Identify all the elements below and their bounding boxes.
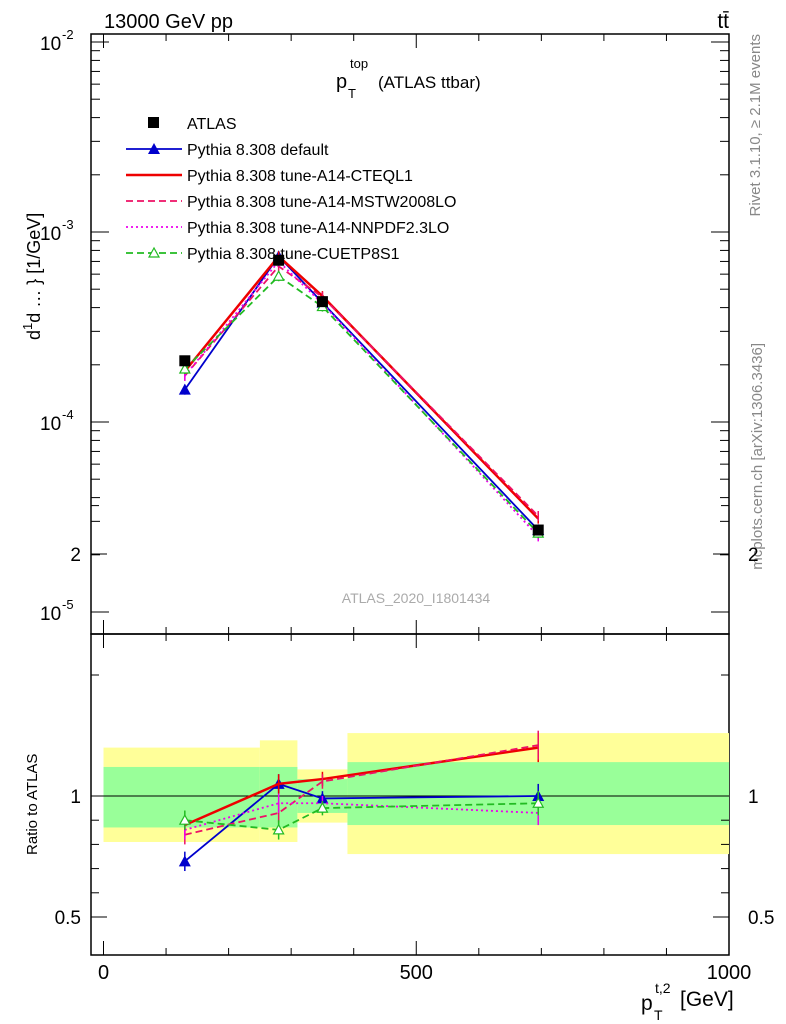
xlabel-unit: [GeV] (680, 988, 734, 1011)
ratio-series-line (184, 802, 539, 831)
series-line (184, 275, 539, 534)
y-tick-exponent: -5 (62, 597, 74, 612)
ratio-tick-label: 0.5 (55, 908, 81, 929)
ratio-tick-label-right: 2 (748, 545, 759, 566)
y-tick-label: 10 (40, 414, 61, 435)
ratio-point (272, 823, 285, 835)
y-axis-label: d1d … } [1/GeV] (20, 213, 44, 340)
title-rest: (ATLAS ttbar) (378, 73, 481, 92)
rivet-label: Rivet 3.1.10, ≥ 2.1M events (747, 34, 764, 217)
x-axis-label: p t,2 T [GeV] (641, 980, 734, 1023)
y-tick-label: 10 (40, 604, 61, 625)
main-plot: 10-510-410-310-2 (40, 27, 730, 955)
xlabel-sup: t,2 (655, 980, 671, 996)
atlas-data-point (316, 296, 328, 308)
title-sup: top (350, 56, 368, 71)
legend-label: Pythia 8.308 tune-A14-NNPDF2.3LO (187, 220, 449, 237)
data-point (178, 383, 191, 395)
ratio-series-line (184, 782, 539, 863)
legend-label: Pythia 8.308 tune-CUETP8S1 (187, 246, 400, 263)
process-label: tt̄ (717, 10, 729, 33)
legend: ATLAS Pythia 8.308 default Pythia 8.308 tu… (126, 116, 456, 263)
ratio-point (178, 813, 191, 825)
ratio-point (178, 855, 191, 867)
y-tick-exponent: -4 (62, 407, 74, 422)
y-tick-label: 10 (40, 34, 61, 55)
y-tick-exponent: -3 (62, 217, 74, 232)
y-axis-label-full: d1/σ d σ^fid / d^2 {p_T^{t,2} cdot N_jet… (42, 57, 57, 337)
atlas-data-point (532, 524, 544, 536)
ratio-tick-label-right: 1 (748, 787, 759, 808)
legend-label: ATLAS (187, 116, 237, 133)
ratio-tick-label: 2 (70, 545, 81, 566)
xlabel-sub: T (654, 1007, 663, 1023)
series-line (184, 265, 539, 517)
legend-label: Pythia 8.308 tune-A14-CTEQL1 (187, 168, 413, 185)
ratio-point (316, 801, 329, 813)
legend-marker (148, 117, 159, 128)
ratio-y-axis-label: Ratio to ATLAS (24, 754, 41, 855)
x-tick-label: 500 (400, 962, 433, 984)
legend-marker (147, 246, 161, 258)
y-tick-label: 10 (40, 224, 61, 245)
data-point (178, 362, 191, 374)
legend-label: Pythia 8.308 tune-A14-MSTW2008LO (187, 194, 456, 211)
ratio-series-line (184, 744, 539, 836)
series-line (184, 254, 539, 531)
stat-uncertainty-band (103, 766, 260, 828)
mcplots-label: mcplots.cern.ch [arXiv:1306.3436] (749, 343, 766, 570)
data-point (272, 270, 285, 281)
legend-marker (148, 143, 160, 154)
x-tick-label: 0 (98, 962, 109, 984)
energy-label: 13000 GeV pp (104, 11, 233, 33)
plot-title: p top T (ATLAS ttbar) (336, 56, 481, 101)
atlas-data-point (273, 254, 285, 266)
analysis-watermark: ATLAS_2020_I1801434 (342, 590, 491, 606)
ratio-tick-label-right: 0.5 (748, 908, 774, 929)
ratio-point (532, 797, 545, 808)
title-sub: T (348, 86, 356, 101)
y-tick-exponent: -2 (62, 27, 74, 42)
series-line (183, 254, 540, 520)
xlabel-main: p (641, 992, 653, 1015)
atlas-data-point (179, 355, 191, 367)
legend-label: Pythia 8.308 default (187, 142, 329, 159)
ratio-plot: 0 500 1000 0.5 0.5 1 1 2 2 (55, 34, 774, 984)
title-main: p (336, 71, 347, 93)
ratio-tick-label: 1 (70, 787, 81, 808)
series-line (184, 260, 539, 538)
x-tick-label: 1000 (707, 962, 752, 984)
